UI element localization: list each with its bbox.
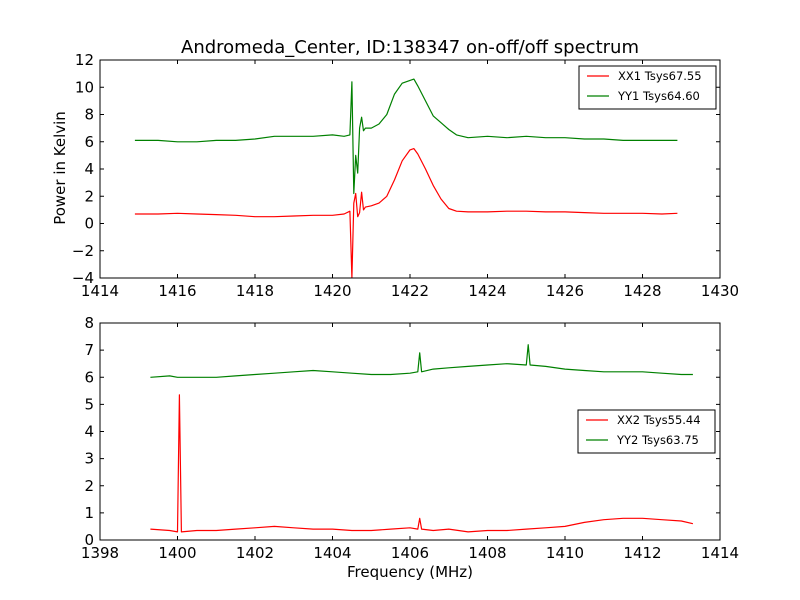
y-tick-label: 5 xyxy=(84,395,94,413)
y-tick-label: −2 xyxy=(72,242,94,260)
legend-label: YY2 Tsys63.75 xyxy=(616,433,699,447)
x-tick-label: 1420 xyxy=(313,282,351,300)
y-tick-label: 0 xyxy=(84,215,94,233)
x-tick-label: 1414 xyxy=(81,282,119,300)
x-tick-label: 1398 xyxy=(81,544,119,562)
y-tick-label: 8 xyxy=(84,106,94,124)
top-plot: 1414 1416 1418 1420 1422 1424 1426 1428 1430 −4 −2… xyxy=(72,51,739,300)
legend: XX2 Tsys55.44 YY2 Tsys63.75 xyxy=(577,409,716,454)
y-tick-label: 8 xyxy=(84,314,94,332)
y-tick-label: 2 xyxy=(84,477,94,495)
y-tick-label: 7 xyxy=(84,341,94,359)
chart-title: Andromeda_Center, ID:138347 on-off/off s… xyxy=(181,37,639,58)
y-axis-label-top: Power in Kelvin xyxy=(51,111,69,225)
x-tick-label: 1430 xyxy=(701,282,739,300)
series-line-2 xyxy=(134,78,678,195)
x-tick-label: 1404 xyxy=(313,544,351,562)
bottom-plot: 1398 1400 1402 1404 1406 1408 1410 1412 1414 0 1 2 3… xyxy=(81,314,739,562)
x-tick-label: 1408 xyxy=(468,544,506,562)
x-tick-label: 1422 xyxy=(391,282,429,300)
legend: XX1 Tsys67.55 YY1 Tsys64.60 xyxy=(578,65,717,110)
series-line-1 xyxy=(150,394,694,533)
y-tick-label: 2 xyxy=(84,187,94,205)
legend-label: YY1 Tsys64.60 xyxy=(617,89,700,103)
x-tick-label: 1402 xyxy=(236,544,274,562)
y-tick-label: 3 xyxy=(84,450,94,468)
x-tick-label: 1424 xyxy=(468,282,506,300)
y-tick-label: 6 xyxy=(84,368,94,386)
series-line-1 xyxy=(134,148,678,278)
y-tick-label: 4 xyxy=(84,160,94,178)
x-tick-label: 1400 xyxy=(158,544,196,562)
legend-box xyxy=(577,409,716,454)
x-tick-label: 1410 xyxy=(546,544,584,562)
y-tick-label: 12 xyxy=(75,51,94,69)
legend-label: XX2 Tsys55.44 xyxy=(617,413,701,427)
x-tick-label: 1414 xyxy=(701,544,739,562)
y-tick-label: 6 xyxy=(84,133,94,151)
x-tick-label: 1416 xyxy=(158,282,196,300)
legend-box xyxy=(578,65,717,110)
y-tick-label: −4 xyxy=(72,269,94,287)
y-tick-label: 0 xyxy=(84,531,94,549)
legend-label: XX1 Tsys67.55 xyxy=(618,69,702,83)
x-tick-label: 1428 xyxy=(623,282,661,300)
y-tick-label: 4 xyxy=(84,423,94,441)
x-tick-label: 1426 xyxy=(546,282,584,300)
x-tick-label: 1412 xyxy=(623,544,661,562)
x-axis-label-bottom: Frequency (MHz) xyxy=(347,563,473,581)
x-tick-label: 1406 xyxy=(391,544,429,562)
y-tick-label: 10 xyxy=(75,78,94,96)
series-line-2 xyxy=(150,344,693,378)
x-tick-label: 1418 xyxy=(236,282,274,300)
y-tick-label: 1 xyxy=(84,504,94,522)
